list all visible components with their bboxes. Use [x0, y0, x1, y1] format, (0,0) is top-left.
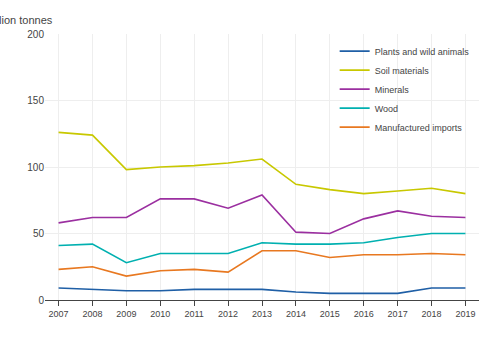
svg-text:100: 100 [27, 162, 44, 173]
svg-text:2013: 2013 [252, 309, 272, 319]
svg-text:Soil materials: Soil materials [375, 66, 430, 76]
svg-text:2008: 2008 [82, 309, 102, 319]
svg-text:Million tonnes: Million tonnes [0, 14, 53, 26]
svg-text:150: 150 [27, 95, 44, 106]
svg-text:Minerals: Minerals [375, 85, 410, 95]
svg-text:2018: 2018 [422, 309, 442, 319]
svg-text:2011: 2011 [185, 309, 204, 319]
svg-text:2015: 2015 [320, 309, 340, 319]
svg-text:2017: 2017 [388, 309, 408, 319]
svg-text:2019: 2019 [455, 309, 475, 319]
svg-text:2012: 2012 [218, 309, 238, 319]
svg-text:50: 50 [33, 228, 45, 239]
svg-text:2009: 2009 [116, 309, 136, 319]
svg-text:0: 0 [38, 295, 44, 306]
svg-text:2016: 2016 [354, 309, 374, 319]
svg-text:2010: 2010 [150, 309, 170, 319]
svg-text:2007: 2007 [49, 309, 69, 319]
svg-text:Plants and wild animals: Plants and wild animals [375, 47, 470, 57]
svg-text:200: 200 [27, 29, 44, 40]
svg-text:Wood: Wood [375, 104, 398, 114]
svg-text:Manufactured imports: Manufactured imports [375, 123, 463, 133]
svg-text:2014: 2014 [286, 309, 306, 319]
